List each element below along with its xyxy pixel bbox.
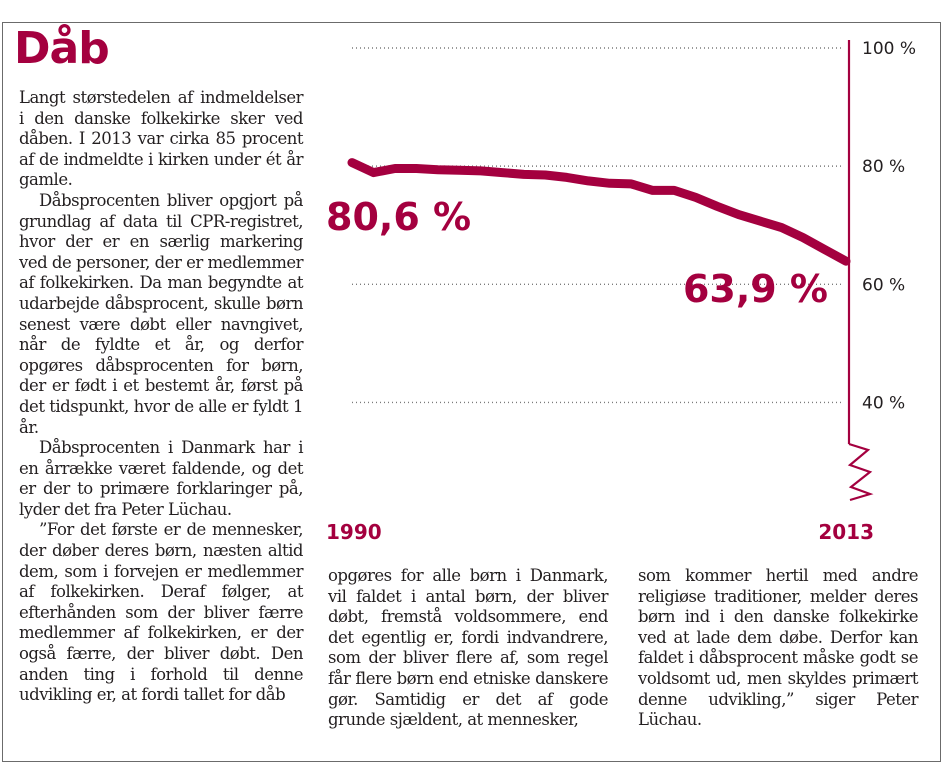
baptism-rate-chart: 100 % 80 % 60 % 40 % 1990 2013 80,6 % 63,9 %	[326, 39, 916, 544]
xtick-label-end: 2013	[818, 520, 874, 544]
axis-break-icon	[847, 442, 874, 502]
paragraph-1: Langt størstedelen af indmeldelser i den…	[19, 88, 304, 190]
article-title: Dåb	[14, 23, 110, 74]
series-line-dabsprocent	[347, 158, 851, 266]
paragraph-6: som kommer hertil med andre religiøse tr…	[638, 566, 919, 730]
annotation-end-value: 63,9 %	[683, 267, 828, 311]
annotation-start-value: 80,6 %	[326, 195, 471, 239]
text-column-3: som kommer hertil med andre religiøse tr…	[638, 566, 919, 731]
ytick-label-40: 40 %	[862, 393, 905, 413]
ytick-label-60: 60 %	[862, 275, 905, 295]
ytick-label-80: 80 %	[862, 157, 905, 177]
xtick-label-start: 1990	[326, 520, 382, 544]
ytick-label-100: 100 %	[862, 39, 916, 59]
paragraph-2: Dåbsprocenten bliver opgjort på grundlag…	[19, 190, 304, 437]
text-column-1: Langt størstedelen af indmeldelser i den…	[19, 88, 304, 706]
paragraph-4: ”For det første er de mennesker, der døb…	[19, 520, 304, 705]
text-column-2: opgøres for alle børn i Danmark, vil fal…	[328, 566, 609, 731]
paragraph-3: Dåbsprocenten i Danmark har i en årrække…	[19, 438, 304, 519]
article-frame	[2, 22, 941, 762]
paragraph-5: opgøres for alle børn i Danmark, vil fal…	[328, 566, 609, 730]
